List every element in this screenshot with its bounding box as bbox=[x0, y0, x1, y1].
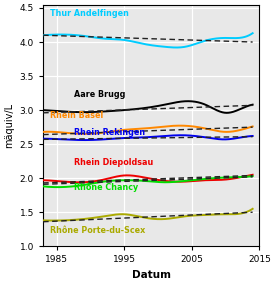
Text: Rhône Chancy: Rhône Chancy bbox=[73, 183, 138, 193]
X-axis label: Datum: Datum bbox=[132, 270, 171, 280]
Text: Aare Brugg: Aare Brugg bbox=[73, 89, 125, 99]
Y-axis label: mäquiv/L: mäquiv/L bbox=[4, 103, 14, 148]
Text: Rhein Diepoldsau: Rhein Diepoldsau bbox=[73, 158, 153, 167]
Text: Thur Andelfingen: Thur Andelfingen bbox=[50, 9, 129, 18]
Text: Rhein Rekingen: Rhein Rekingen bbox=[73, 128, 145, 137]
Text: Rhein Basel: Rhein Basel bbox=[50, 111, 103, 120]
Text: Rhône Porte-du-Scex: Rhône Porte-du-Scex bbox=[50, 226, 145, 235]
